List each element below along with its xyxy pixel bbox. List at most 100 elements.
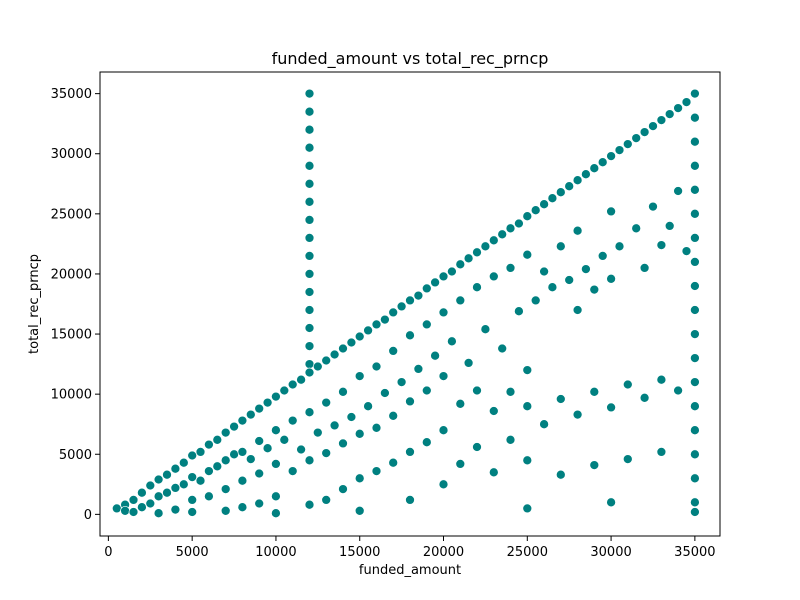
data-point	[304, 160, 315, 171]
x-tick-label: 25000	[507, 545, 548, 560]
data-point	[346, 337, 357, 348]
data-point	[187, 495, 198, 505]
data-point	[547, 282, 558, 293]
data-point	[555, 241, 566, 252]
data-point	[430, 277, 440, 288]
data-point	[690, 281, 700, 291]
data-point	[555, 394, 566, 404]
data-point	[153, 491, 164, 502]
data-point	[589, 460, 600, 470]
data-point	[271, 491, 281, 502]
data-point	[304, 269, 315, 279]
data-point	[497, 229, 508, 240]
data-point	[639, 127, 650, 137]
data-point	[572, 175, 583, 186]
data-point	[648, 121, 658, 131]
data-point	[488, 406, 499, 416]
data-point	[204, 439, 214, 450]
data-point	[497, 343, 508, 354]
data-point	[547, 193, 558, 204]
data-point	[120, 505, 130, 516]
data-point	[405, 295, 415, 306]
data-point	[304, 359, 315, 369]
data-point	[522, 503, 533, 514]
data-point	[572, 225, 583, 236]
data-point	[145, 480, 156, 491]
data-point	[304, 305, 315, 315]
data-point	[472, 442, 482, 452]
data-point	[329, 349, 340, 360]
data-point	[145, 498, 156, 509]
data-point	[664, 109, 675, 119]
data-point	[438, 307, 449, 318]
data-point	[530, 295, 541, 306]
y-tick-label: 35000	[51, 87, 92, 102]
data-point	[388, 346, 399, 356]
data-point	[690, 160, 700, 171]
chart-title: funded_amount vs total_rec_prncp	[272, 49, 549, 69]
data-point	[170, 504, 181, 515]
data-point	[539, 199, 549, 210]
data-point	[153, 508, 164, 519]
data-point	[622, 379, 633, 390]
data-point	[564, 181, 575, 192]
plot-area	[111, 88, 700, 519]
data-point	[664, 221, 675, 231]
data-point	[522, 249, 533, 260]
data-point	[329, 420, 340, 431]
data-point	[388, 410, 399, 421]
data-point	[656, 447, 667, 457]
data-point	[245, 409, 256, 420]
data-point	[304, 323, 315, 333]
data-point	[539, 266, 549, 277]
data-point	[472, 282, 482, 293]
data-point	[681, 246, 692, 256]
data-point	[622, 139, 633, 149]
data-point	[304, 178, 315, 189]
y-tick-label: 25000	[51, 207, 92, 222]
data-point	[321, 355, 332, 366]
data-point	[304, 142, 315, 153]
data-point	[690, 353, 700, 363]
data-point	[220, 484, 231, 494]
data-point	[187, 450, 198, 461]
data-point	[488, 271, 499, 282]
data-point	[690, 401, 700, 412]
y-tick-label: 30000	[51, 147, 92, 162]
data-point	[363, 325, 373, 336]
data-point	[421, 385, 432, 396]
data-point	[505, 434, 516, 445]
data-point	[505, 223, 516, 234]
data-point	[690, 112, 700, 123]
data-point	[262, 443, 273, 454]
data-point	[421, 437, 432, 448]
data-point	[396, 301, 407, 312]
data-point	[321, 397, 332, 408]
data-point	[388, 307, 399, 318]
data-point	[254, 498, 265, 509]
x-axis-ticks: 0 5000 10000 15000 20000 25000 30000 35000	[104, 536, 716, 560]
data-point	[271, 459, 281, 469]
data-point	[413, 290, 424, 301]
data-point	[606, 151, 616, 161]
data-point	[421, 319, 432, 330]
data-point	[220, 427, 231, 438]
x-tick-label: 15000	[339, 545, 380, 560]
data-point	[354, 428, 365, 439]
y-axis-ticks: 0 5000 10000 15000 20000 25000 30000 35000	[51, 87, 100, 523]
data-point	[690, 305, 700, 315]
data-point	[606, 206, 616, 217]
x-axis-label: funded_amount	[359, 563, 461, 578]
data-point	[447, 336, 457, 347]
y-tick-label: 5000	[59, 448, 92, 463]
data-point	[371, 422, 382, 433]
data-point	[690, 233, 700, 243]
data-point	[128, 507, 139, 517]
data-point	[220, 455, 231, 466]
data-point	[438, 271, 449, 282]
data-point	[690, 136, 700, 147]
data-point	[304, 196, 315, 207]
data-point	[522, 401, 533, 412]
data-point	[212, 434, 223, 445]
